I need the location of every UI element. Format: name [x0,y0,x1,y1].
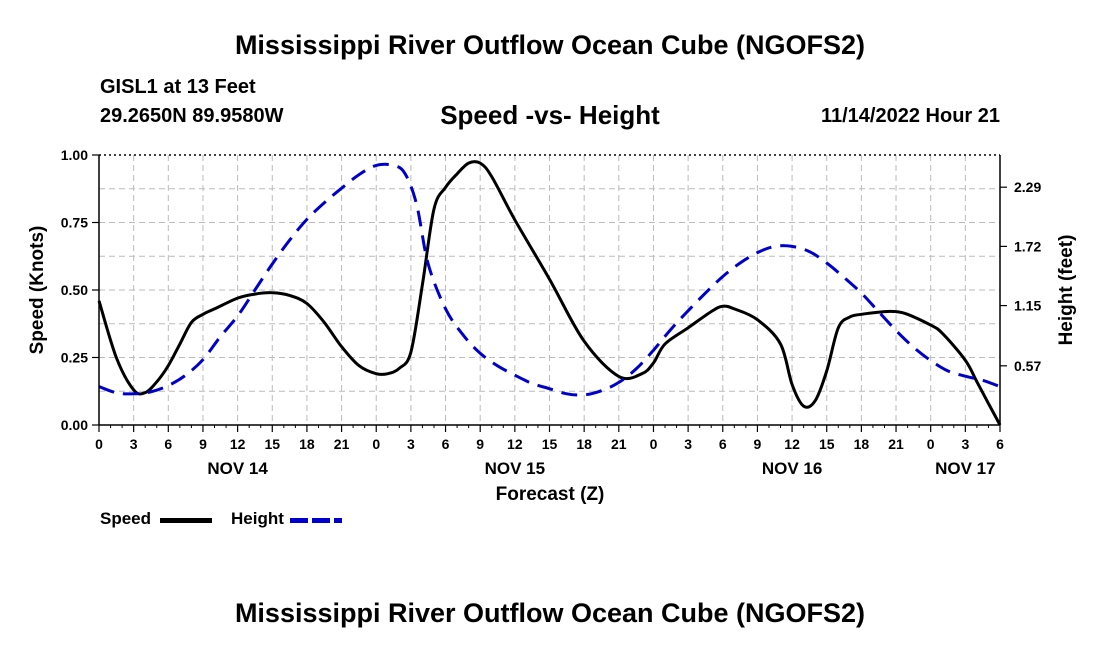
x-tick-label: 3 [961,436,969,452]
x-tick-label: 18 [299,436,315,452]
legend-speed-line [160,518,212,523]
x-tick-label: 12 [784,436,800,452]
legend-speed-label: Speed [100,509,152,528]
x-tick-label: 15 [819,436,835,452]
x-tick-label: 3 [684,436,692,452]
footer-title: Mississippi River Outflow Ocean Cube (NG… [234,598,866,628]
y-axis-title: Speed (Knots) [27,226,48,355]
chart-subtitle: Speed -vs- Height [440,100,660,130]
date-label: NOV 17 [935,459,995,478]
legend-height-line [290,518,342,523]
x-axis-title: Forecast (Z) [496,484,605,505]
y-tick-label: 1.00 [61,147,88,163]
x-tick-label: 6 [996,436,1004,452]
x-tick-label: 0 [927,436,935,452]
y-tick-label: 0.00 [61,417,88,433]
y2-tick-label: 1.72 [1014,238,1041,254]
x-tick-label: 9 [476,436,484,452]
y2-axis-title: Height (feet) [1056,235,1077,346]
date-label: NOV 14 [207,459,268,478]
date-label: NOV 16 [762,459,822,478]
x-tick-label: 6 [442,436,450,452]
station-coordinates: 29.2650N 89.9580W [100,105,284,127]
x-tick-label: 21 [611,436,627,452]
speed-series-line [97,160,1002,426]
y-tick-label: 0.25 [61,350,88,366]
x-tick-label: 6 [164,436,172,452]
x-tick-label: 12 [507,436,523,452]
date-label: NOV 15 [485,459,545,478]
y2-tick-label: 1.15 [1014,298,1041,314]
x-tick-label: 0 [650,436,658,452]
x-tick-label: 21 [888,436,904,452]
x-tick-label: 12 [230,436,246,452]
x-tick-label: 15 [264,436,280,452]
x-tick-label: 9 [199,436,207,452]
chart-title: Mississippi River Outflow Ocean Cube (NG… [234,30,866,60]
x-tick-label: 3 [130,436,138,452]
x-tick-label: 21 [334,436,350,452]
x-tick-label: 0 [95,436,103,452]
y-tick-label: 0.75 [61,215,88,231]
x-tick-label: 18 [576,436,592,452]
y2-tick-label: 2.29 [1014,179,1041,195]
y2-tick-label: 0.57 [1014,358,1041,374]
series-layer [97,160,1002,426]
x-tick-label: 0 [372,436,380,452]
station-label: GISL1 at 13 Feet [100,76,256,98]
x-tick-label: 15 [542,436,558,452]
height-series-line [98,162,1001,397]
axes [92,154,1007,432]
x-tick-label: 3 [407,436,415,452]
legend-height-label: Height [231,509,284,528]
forecast-timestamp: 11/14/2022 Hour 21 [820,105,1000,127]
grid [99,155,1000,425]
x-tick-label: 18 [854,436,870,452]
axis-labels: 0 3 6 9 12 15 18 21 0 3 6 9 12 15 18 21 0 3 6 9 12 15 18 21 0 3 6N… [27,147,1077,505]
x-tick-label: 6 [719,436,727,452]
y-tick-label: 0.50 [61,282,88,298]
x-tick-label: 9 [754,436,762,452]
